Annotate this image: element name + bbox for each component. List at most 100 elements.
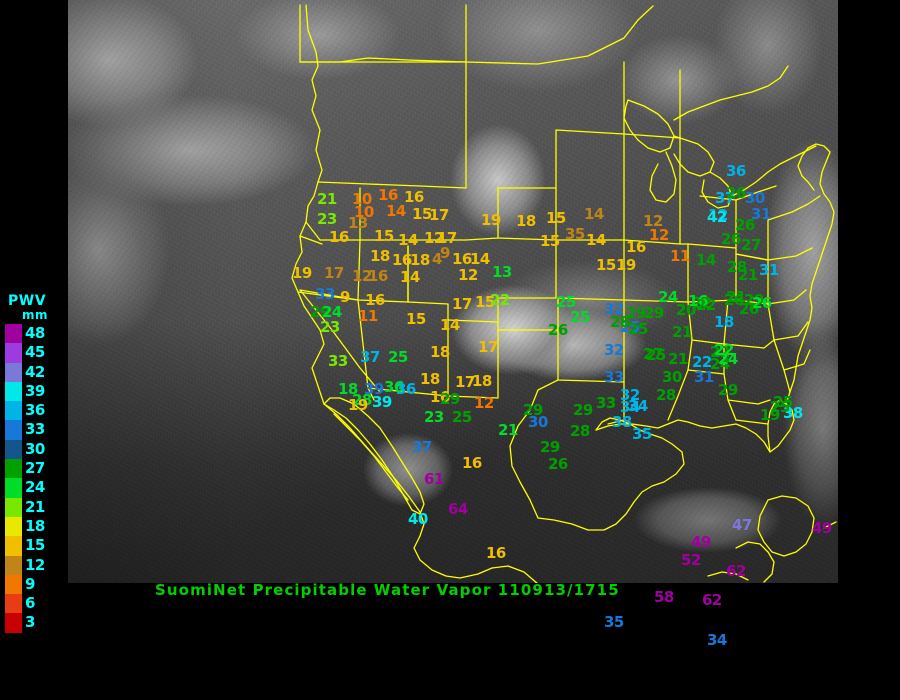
colorbar-label-24: 24 xyxy=(25,478,45,497)
pwv-observation: 17 xyxy=(437,229,457,247)
pwv-observation: 28 xyxy=(727,258,747,276)
pwv-observation: 32 xyxy=(604,300,624,318)
pwv-observation: 16 xyxy=(329,228,349,246)
pwv-observation: 39 xyxy=(364,380,384,398)
colorbar-swatches xyxy=(5,324,22,633)
pwv-observation: 18 xyxy=(472,372,492,390)
pwv-observation: 14 xyxy=(470,250,490,268)
pwv-observation: 25 xyxy=(770,398,790,416)
pwv-observation: 17 xyxy=(455,373,475,391)
pwv-observation: 29 xyxy=(310,303,330,321)
pwv-observation: 14 xyxy=(386,202,406,220)
pwv-observation: 11 xyxy=(670,247,690,265)
colorbar-label-42: 42 xyxy=(25,362,45,381)
pwv-observation: 18 xyxy=(420,370,440,388)
pwv-observation: 42 xyxy=(707,208,727,226)
pwv-observation: 16 xyxy=(486,544,506,562)
pwv-observation: 18 xyxy=(410,251,430,269)
pwv-observation: 49 xyxy=(691,533,711,551)
pwv-observation: 12 xyxy=(649,226,669,244)
pwv-observation: 16 xyxy=(392,251,412,269)
pwv-observation: 29 xyxy=(573,401,593,419)
legend-heading: PWV xyxy=(8,293,47,309)
pwv-observation: 26 xyxy=(735,216,755,234)
pwv-observation: 29 xyxy=(523,401,543,419)
pwv-observation: 36 xyxy=(726,162,746,180)
colorbar-swatch-15 xyxy=(5,536,22,556)
pwv-observation: 36 xyxy=(384,378,404,396)
pwv-observation: 31 xyxy=(694,368,714,386)
pwv-observation: 15 xyxy=(412,205,432,223)
pwv-observation: 31 xyxy=(759,261,779,279)
pwv-observation: 19 xyxy=(348,396,368,414)
pwv-observation: 15 xyxy=(540,232,560,250)
pwv-observation: 12 xyxy=(708,206,728,224)
pwv-observation: 26 xyxy=(726,184,746,202)
pwv-observation: 24 xyxy=(322,303,342,321)
pwv-observation: 21 xyxy=(726,288,746,306)
colorbar-label-33: 33 xyxy=(25,420,45,439)
pwv-observation: 37 xyxy=(412,438,432,456)
pwv-observation: 29 xyxy=(440,390,460,408)
pwv-observation: 35 xyxy=(632,425,652,443)
pwv-observation: 26 xyxy=(752,294,772,312)
pwv-observation: 23 xyxy=(424,408,444,426)
colorbar-label-27: 27 xyxy=(25,459,45,478)
pwv-observation: 21 xyxy=(317,190,337,208)
legend-unit: mm xyxy=(22,308,49,322)
pwv-observation: 61 xyxy=(424,470,444,488)
pwv-observation: 16 xyxy=(688,292,708,310)
pwv-observation: 18 xyxy=(516,212,536,230)
pwv-observation: 29 xyxy=(644,304,664,322)
pwv-observation: 18 xyxy=(370,247,390,265)
pwv-observation: 23 xyxy=(317,210,337,228)
pwv-observation: 19 xyxy=(481,211,501,229)
pwv-observation: 16 xyxy=(462,454,482,472)
pwv-observation: 17 xyxy=(478,338,498,356)
colorbar-swatch-24 xyxy=(5,478,22,498)
pwv-observation: 21 xyxy=(668,350,688,368)
colorbar-swatch-9 xyxy=(5,574,22,595)
pwv-observation: 22 xyxy=(714,341,734,359)
pwv-observation: 28 xyxy=(610,313,630,331)
pwv-observation: 38 xyxy=(612,413,632,431)
colorbar-label-45: 45 xyxy=(25,343,45,362)
pwv-observation: 16 xyxy=(626,238,646,256)
pwv-observation: 47 xyxy=(732,516,752,534)
pwv-observation: 19 xyxy=(760,406,780,424)
pwv-observation: 21 xyxy=(738,266,758,284)
pwv-observation: 26 xyxy=(739,300,759,318)
pwv-observation: 19 xyxy=(616,256,636,274)
pwv-observation: 16 xyxy=(404,188,424,206)
pwv-observation: 62 xyxy=(702,591,722,609)
pwv-observation: 26 xyxy=(721,230,741,248)
pwv-observation: 38 xyxy=(783,404,803,422)
pwv-observation: 4 xyxy=(432,250,442,268)
colorbar-swatch-12 xyxy=(5,555,22,575)
pwv-observation: 16 xyxy=(365,291,385,309)
pwv-observation: 12 xyxy=(424,229,444,247)
pwv-observation: 15 xyxy=(596,256,616,274)
pwv-observation: 34 xyxy=(707,631,727,649)
colorbar-swatch-33 xyxy=(5,420,22,440)
imagery-shading xyxy=(68,0,838,583)
pwv-observation: 15 xyxy=(475,293,495,311)
pwv-observation: 29 xyxy=(626,304,646,322)
pwv-observation: 35 xyxy=(604,613,624,631)
pwv-observation: 12 xyxy=(352,267,372,285)
pwv-observation: 21 xyxy=(498,421,518,439)
colorbar-label-30: 30 xyxy=(25,439,45,458)
pwv-observation: 18 xyxy=(430,343,450,361)
pwv-observation: 14 xyxy=(586,231,606,249)
colorbar-label-21: 21 xyxy=(25,497,45,516)
pwv-observation: 30 xyxy=(528,413,548,431)
pwv-observation: 16 xyxy=(452,250,472,268)
pwv-observation: 29 xyxy=(718,381,738,399)
pwv-observation: 23 xyxy=(320,318,340,336)
pwv-observation: 27 xyxy=(741,236,761,254)
pwv-observation: 25 xyxy=(628,320,648,338)
pwv-observation: 11 xyxy=(358,307,378,325)
pwv-observation: 25 xyxy=(452,408,472,426)
pwv-observation: 25 xyxy=(556,293,576,311)
